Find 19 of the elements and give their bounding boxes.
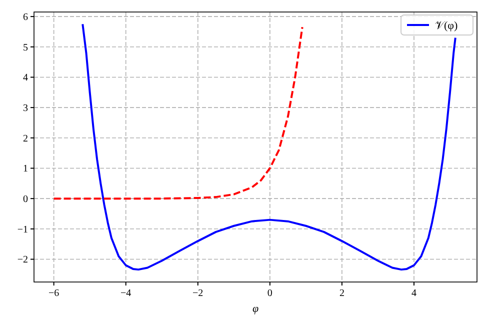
y-tick-label: 0 — [23, 194, 28, 206]
y-tick-label: −1 — [17, 224, 28, 236]
y-tick-label: 3 — [23, 103, 28, 114]
y-tick-label: 6 — [23, 12, 28, 24]
x-tick-label: −6 — [48, 288, 60, 299]
y-tick-label: 2 — [23, 133, 28, 144]
x-tick-label: 2 — [339, 288, 344, 299]
y-tick-label: 4 — [23, 72, 28, 84]
x-tick-label: −2 — [192, 288, 204, 299]
y-tick-label: −2 — [17, 254, 28, 266]
y-tick-label: 5 — [23, 42, 28, 54]
line-series — [52, 26, 304, 200]
x-tick-label: 0 — [267, 288, 272, 299]
x-tick-label: −4 — [120, 288, 132, 299]
line-series — [82, 23, 456, 271]
x-tick-label: 4 — [411, 288, 416, 299]
x-axis-title: φ — [252, 303, 259, 315]
legend-label: 𝒱(φ) — [435, 20, 458, 32]
y-tick-label: 1 — [23, 164, 28, 175]
